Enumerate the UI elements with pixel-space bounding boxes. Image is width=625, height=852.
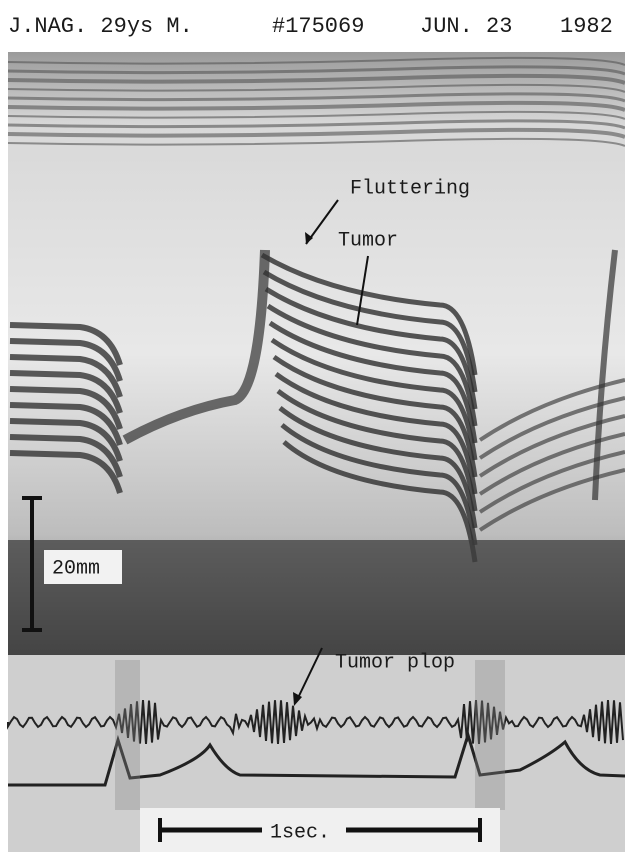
annotation: Tumor plop [335, 651, 455, 674]
annotation: Fluttering [350, 177, 470, 200]
record-number: #175069 [272, 14, 364, 39]
annotation: Tumor [338, 229, 398, 252]
patient-label: J.NAG. 29ys M. [8, 14, 193, 39]
echo-figure: J.NAG. 29ys M. #175069 JUN. 23 1982 20mm… [0, 0, 625, 852]
artifact [475, 660, 505, 810]
time-label: 1sec. [270, 821, 330, 844]
study-year: 1982 [560, 14, 613, 39]
page: {"header": {"patient": "J.NAG. 29ys M.",… [0, 0, 625, 852]
study-date: JUN. 23 [420, 14, 512, 39]
depth-label: 20mm [52, 557, 100, 580]
artifact [115, 660, 140, 810]
